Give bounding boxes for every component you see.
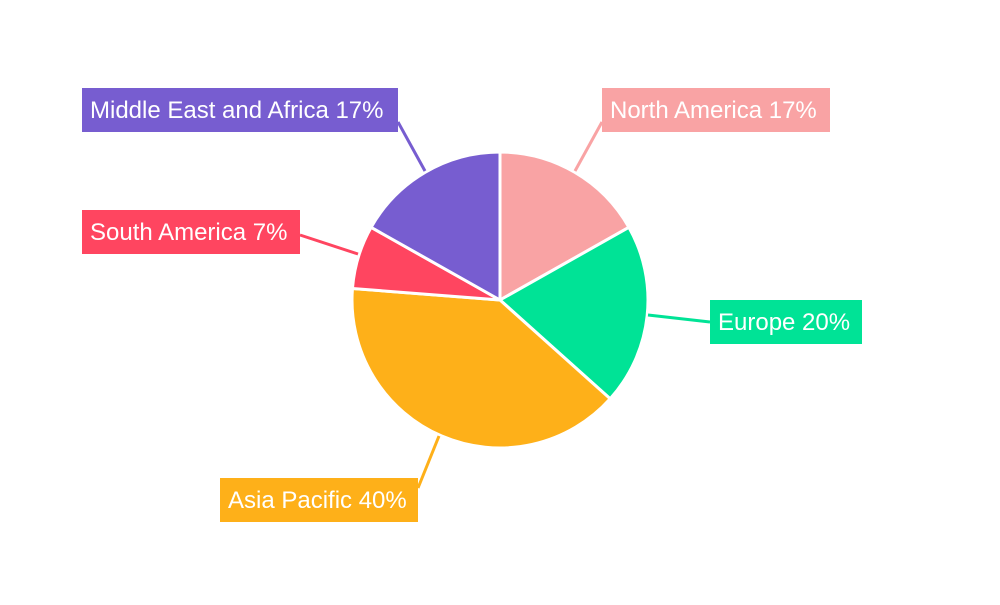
data-label-asia-pacific: Asia Pacific 40% — [228, 487, 407, 514]
data-label-box-middle-east-and-africa — [82, 88, 398, 132]
pie-slice-europe[interactable] — [497, 225, 650, 401]
data-label-europe: Europe 20% — [718, 309, 850, 336]
label-connector-europe — [647, 313, 711, 324]
data-label-south-america: South America 7% — [90, 219, 287, 246]
data-label-box-europe — [710, 300, 862, 344]
label-connector-south-america — [299, 233, 359, 256]
pie-slice-asia-pacific[interactable] — [350, 286, 613, 450]
data-label-north-america: North America 17% — [610, 97, 817, 124]
pie-slice-middle-east-and-africa[interactable] — [369, 150, 502, 303]
label-connector-north-america — [573, 121, 604, 172]
data-label-box-north-america — [602, 88, 830, 132]
pie-slice-north-america[interactable] — [498, 150, 631, 303]
label-connector-asia-pacific — [416, 435, 441, 489]
data-label-box-south-america — [82, 210, 300, 254]
data-label-middle-east-and-africa: Middle East and Africa 17% — [90, 97, 384, 124]
data-label-box-asia-pacific — [220, 478, 418, 522]
label-connector-middle-east-and-africa — [396, 121, 427, 172]
